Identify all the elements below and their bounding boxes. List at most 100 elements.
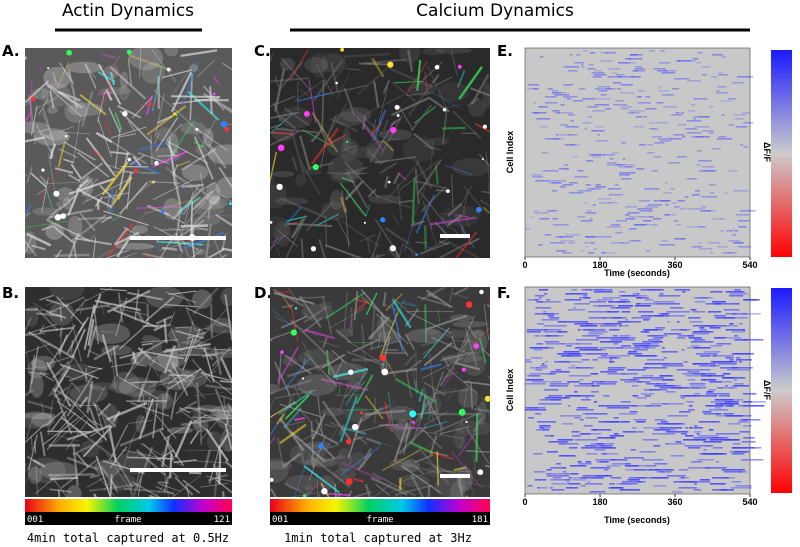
activity-trace bbox=[679, 477, 690, 479]
activity-trace bbox=[546, 469, 552, 471]
fiber bbox=[303, 306, 327, 324]
cell bbox=[330, 173, 359, 183]
activity-trace bbox=[635, 347, 656, 349]
fiber bbox=[367, 188, 377, 198]
activity-trace bbox=[637, 479, 640, 481]
fiber bbox=[25, 174, 28, 177]
fiber bbox=[224, 423, 232, 450]
fiber bbox=[193, 141, 204, 148]
activity-trace bbox=[539, 218, 550, 220]
fiber bbox=[427, 485, 431, 497]
cell bbox=[80, 440, 100, 458]
fiber bbox=[413, 106, 437, 124]
fiber bbox=[173, 123, 183, 133]
activity-trace bbox=[736, 359, 752, 361]
activity-trace bbox=[525, 383, 546, 385]
activity-trace bbox=[610, 437, 616, 439]
fiber bbox=[194, 347, 232, 351]
spot bbox=[47, 66, 50, 70]
x-tick-label: 540 bbox=[742, 497, 757, 507]
fiber bbox=[467, 325, 478, 339]
fiber bbox=[343, 427, 367, 435]
activity-trace bbox=[681, 238, 686, 240]
activity-trace bbox=[692, 118, 696, 120]
activity-trace bbox=[730, 399, 744, 401]
activity-trace bbox=[552, 138, 564, 140]
activity-trace bbox=[687, 80, 701, 82]
fiber bbox=[345, 338, 384, 365]
activity-trace bbox=[723, 377, 746, 379]
activity-trace bbox=[704, 170, 717, 172]
activity-trace bbox=[568, 477, 573, 479]
activity-trace bbox=[599, 461, 609, 463]
cell bbox=[306, 457, 337, 468]
activity-trace bbox=[550, 467, 565, 469]
activity-trace bbox=[688, 369, 711, 371]
activity-trace bbox=[527, 299, 538, 301]
activity-trace bbox=[562, 96, 578, 98]
fiber bbox=[384, 176, 389, 188]
activity-trace bbox=[734, 339, 749, 341]
fiber bbox=[25, 240, 37, 257]
fiber bbox=[168, 374, 195, 377]
fiber bbox=[34, 306, 59, 332]
cell bbox=[65, 61, 103, 74]
activity-trace bbox=[624, 381, 642, 383]
activity-trace bbox=[610, 307, 630, 309]
fiber bbox=[163, 386, 170, 408]
activity-trace bbox=[613, 343, 619, 345]
fiber bbox=[161, 246, 178, 251]
activity-trace bbox=[682, 291, 686, 293]
fiber bbox=[25, 235, 33, 255]
activity-trace bbox=[600, 252, 616, 254]
fiber bbox=[63, 158, 75, 164]
spot bbox=[345, 478, 353, 486]
fiber bbox=[140, 172, 156, 175]
spot bbox=[348, 369, 354, 375]
activity-trace bbox=[568, 192, 584, 194]
activity-trace bbox=[692, 311, 706, 313]
activity-trace bbox=[539, 297, 542, 299]
cell bbox=[191, 215, 221, 226]
activity-trace bbox=[593, 248, 597, 250]
activity-trace bbox=[534, 210, 539, 212]
activity-trace bbox=[700, 210, 712, 212]
activity-trace bbox=[664, 70, 677, 72]
activity-trace bbox=[629, 411, 638, 413]
fiber bbox=[423, 386, 435, 423]
activity-trace bbox=[711, 76, 718, 78]
spot bbox=[409, 410, 417, 418]
fiber bbox=[25, 464, 26, 484]
fiber bbox=[321, 400, 352, 441]
fiber bbox=[406, 92, 431, 97]
activity-trace bbox=[608, 301, 626, 303]
cell bbox=[69, 384, 108, 403]
activity-trace bbox=[598, 90, 608, 92]
activity-trace bbox=[551, 190, 558, 192]
activity-trace bbox=[739, 361, 742, 363]
fiber bbox=[270, 400, 300, 417]
activity-trace bbox=[631, 70, 638, 72]
fiber bbox=[459, 480, 488, 487]
cell bbox=[25, 231, 37, 255]
activity-trace bbox=[703, 441, 722, 443]
activity-trace bbox=[743, 146, 748, 148]
panel-label: C. bbox=[254, 42, 271, 60]
activity-trace bbox=[575, 409, 594, 411]
activity-trace bbox=[698, 395, 718, 397]
panel-label: F. bbox=[497, 284, 511, 302]
fiber bbox=[140, 443, 181, 466]
fiber bbox=[357, 62, 394, 95]
cell bbox=[152, 147, 181, 163]
fiber bbox=[305, 201, 334, 232]
activity-trace bbox=[693, 363, 708, 365]
activity-trace bbox=[694, 331, 714, 333]
fiber bbox=[71, 382, 81, 393]
activity-trace bbox=[578, 395, 595, 397]
activity-trace bbox=[537, 487, 540, 489]
activity-trace bbox=[527, 84, 539, 86]
fiber bbox=[219, 380, 232, 383]
activity-trace bbox=[727, 170, 738, 172]
activity-trace bbox=[588, 333, 604, 335]
activity-trace bbox=[635, 116, 643, 118]
